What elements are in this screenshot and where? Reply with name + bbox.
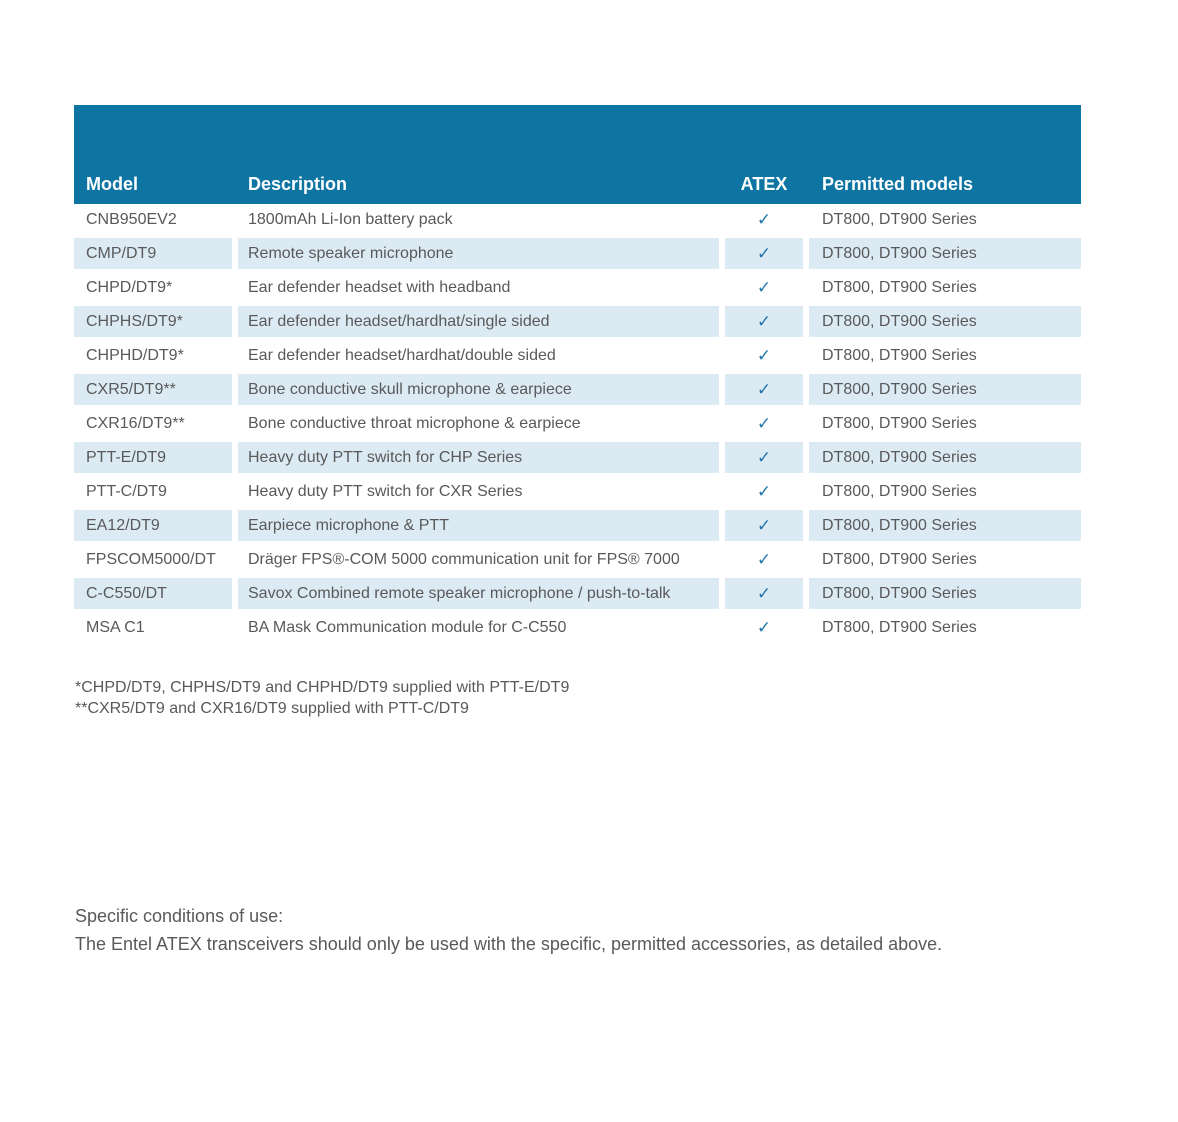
description-cell: Dräger FPS®-COM 5000 communication unit … — [248, 550, 680, 568]
atex-cell: ✓ — [725, 408, 803, 439]
column-header-description: Description — [248, 174, 348, 194]
table-row: CHPHS/DT9* Ear defender headset/hardhat/… — [74, 306, 1081, 340]
check-icon: ✓ — [756, 584, 772, 603]
model-cell: PTT-C/DT9 — [86, 482, 167, 500]
specific-conditions-title: Specific conditions of use: — [75, 906, 284, 926]
atex-cell: ✓ — [725, 340, 803, 371]
permitted-models-cell: DT800, DT900 Series — [822, 210, 977, 228]
column-header-atex: ATEX — [740, 174, 788, 194]
description-cell: Ear defender headset with headband — [248, 278, 511, 296]
check-icon: ✓ — [756, 380, 772, 399]
permitted-models-cell: DT800, DT900 Series — [822, 278, 977, 296]
specific-conditions: Specific conditions of use: The Entel AT… — [75, 902, 942, 958]
table-row: CXR5/DT9** Bone conductive skull microph… — [74, 374, 1081, 408]
atex-cell: ✓ — [725, 578, 803, 609]
permitted-models-cell: DT800, DT900 Series — [809, 374, 1081, 405]
model-cell: C-C550/DT — [74, 578, 232, 609]
check-icon: ✓ — [756, 618, 772, 637]
permitted-models-cell: DT800, DT900 Series — [822, 414, 977, 432]
specific-conditions-body: The Entel ATEX transceivers should only … — [75, 934, 943, 954]
table-row: CHPHD/DT9* Ear defender headset/hardhat/… — [74, 340, 1081, 374]
footnote-double-asterisk: **CXR5/DT9 and CXR16/DT9 supplied with P… — [75, 700, 469, 717]
check-icon: ✓ — [756, 482, 772, 501]
description-cell: Heavy duty PTT switch for CHP Series — [238, 442, 719, 473]
permitted-models-cell: DT800, DT900 Series — [822, 346, 977, 364]
footnotes: *CHPD/DT9, CHPHS/DT9 and CHPHD/DT9 suppl… — [75, 677, 569, 719]
model-cell: CXR5/DT9** — [74, 374, 232, 405]
description-cell: Remote speaker microphone — [238, 238, 719, 269]
model-cell: EA12/DT9 — [74, 510, 232, 541]
permitted-models-cell: DT800, DT900 Series — [822, 618, 977, 636]
description-cell: Bone conductive throat microphone & earp… — [248, 414, 581, 432]
description-cell: Earpiece microphone & PTT — [238, 510, 719, 541]
check-icon: ✓ — [756, 278, 772, 297]
atex-cell: ✓ — [725, 476, 803, 507]
check-icon: ✓ — [756, 550, 772, 569]
model-cell: CHPD/DT9* — [86, 278, 173, 296]
table-row: EA12/DT9 Earpiece microphone & PTT ✓ DT8… — [74, 510, 1081, 544]
footnote-single-asterisk: *CHPD/DT9, CHPHS/DT9 and CHPHD/DT9 suppl… — [75, 679, 570, 696]
model-cell: FPSCOM5000/DT — [86, 550, 216, 568]
table-row: MSA C1 BA Mask Communication module for … — [74, 612, 1081, 646]
table-header-row: Model Description ATEX Permitted models — [74, 105, 1081, 204]
description-cell: Savox Combined remote speaker microphone… — [238, 578, 719, 609]
column-header-model: Model — [86, 174, 138, 194]
permitted-models-cell: DT800, DT900 Series — [809, 442, 1081, 473]
permitted-models-cell: DT800, DT900 Series — [822, 482, 977, 500]
table-row: CXR16/DT9** Bone conductive throat micro… — [74, 408, 1081, 442]
atex-accessories-table: Model Description ATEX Permitted models … — [74, 105, 1081, 646]
check-icon: ✓ — [756, 448, 772, 467]
atex-cell: ✓ — [725, 544, 803, 575]
check-icon: ✓ — [756, 414, 772, 433]
atex-cell: ✓ — [725, 442, 803, 473]
atex-cell: ✓ — [725, 272, 803, 303]
table-row: CHPD/DT9* Ear defender headset with head… — [74, 272, 1081, 306]
description-cell: 1800mAh Li-Ion battery pack — [248, 210, 453, 228]
check-icon: ✓ — [756, 210, 772, 229]
model-cell: CHPHS/DT9* — [74, 306, 232, 337]
atex-cell: ✓ — [725, 238, 803, 269]
table-row: CMP/DT9 Remote speaker microphone ✓ DT80… — [74, 238, 1081, 272]
check-icon: ✓ — [756, 346, 772, 365]
permitted-models-cell: DT800, DT900 Series — [809, 306, 1081, 337]
check-icon: ✓ — [756, 516, 772, 535]
model-cell: CNB950EV2 — [86, 210, 177, 228]
description-cell: Ear defender headset/hardhat/double side… — [248, 346, 556, 364]
table-row: C-C550/DT Savox Combined remote speaker … — [74, 578, 1081, 612]
table-row: PTT-E/DT9 Heavy duty PTT switch for CHP … — [74, 442, 1081, 476]
table-row: CNB950EV2 1800mAh Li-Ion battery pack ✓ … — [74, 204, 1081, 238]
model-cell: CHPHD/DT9* — [86, 346, 184, 364]
atex-cell: ✓ — [725, 612, 803, 643]
check-icon: ✓ — [756, 244, 772, 263]
model-cell: CXR16/DT9** — [86, 414, 185, 432]
atex-cell: ✓ — [725, 510, 803, 541]
permitted-models-cell: DT800, DT900 Series — [809, 578, 1081, 609]
description-cell: Heavy duty PTT switch for CXR Series — [248, 482, 523, 500]
description-cell: BA Mask Communication module for C-C550 — [248, 618, 567, 636]
permitted-models-cell: DT800, DT900 Series — [809, 510, 1081, 541]
permitted-models-cell: DT800, DT900 Series — [822, 550, 977, 568]
model-cell: MSA C1 — [86, 618, 145, 636]
column-header-permitted-models: Permitted models — [822, 174, 974, 194]
model-cell: CMP/DT9 — [74, 238, 232, 269]
check-icon: ✓ — [756, 312, 772, 331]
description-cell: Ear defender headset/hardhat/single side… — [238, 306, 719, 337]
permitted-models-cell: DT800, DT900 Series — [809, 238, 1081, 269]
table-row: PTT-C/DT9 Heavy duty PTT switch for CXR … — [74, 476, 1081, 510]
atex-cell: ✓ — [725, 204, 803, 235]
table-row: FPSCOM5000/DT Dräger FPS®-COM 5000 commu… — [74, 544, 1081, 578]
model-cell: PTT-E/DT9 — [74, 442, 232, 473]
atex-cell: ✓ — [725, 374, 803, 405]
table-body: CNB950EV2 1800mAh Li-Ion battery pack ✓ … — [74, 204, 1081, 646]
atex-cell: ✓ — [725, 306, 803, 337]
description-cell: Bone conductive skull microphone & earpi… — [238, 374, 719, 405]
